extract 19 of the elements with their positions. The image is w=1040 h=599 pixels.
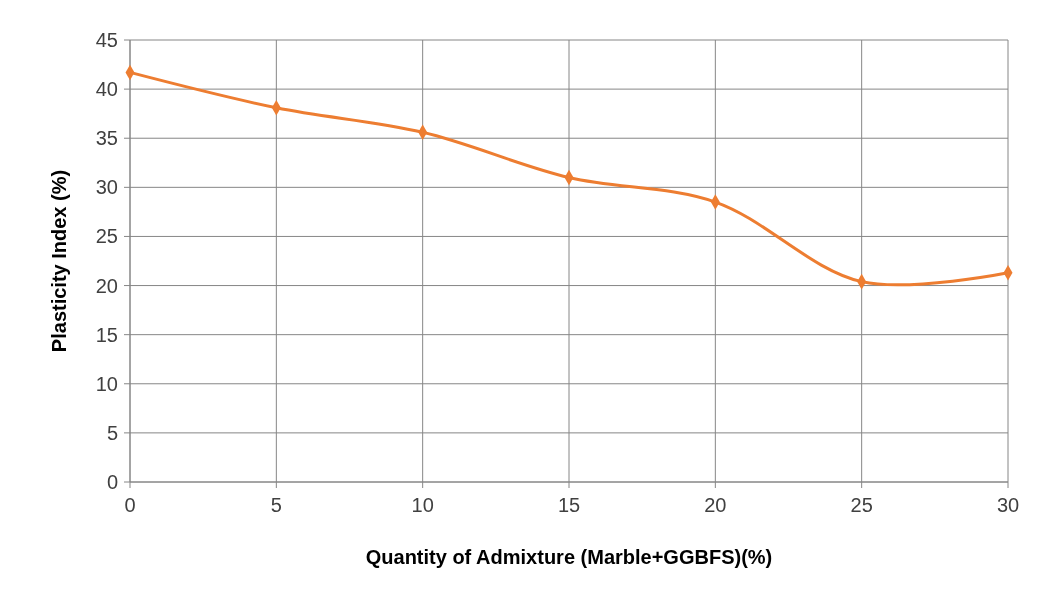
y-tick-label: 5	[106, 421, 118, 444]
y-tick-label: 10	[95, 372, 118, 395]
y-tick-label: 25	[95, 225, 118, 248]
y-tick-label: 35	[95, 127, 118, 150]
x-axis-title: Quantity of Admixture (Marble+GGBFS)(%)	[365, 546, 773, 568]
y-tick-label: 15	[95, 323, 118, 346]
x-tick-label: 15	[557, 494, 581, 516]
y-tick-label: 30	[95, 176, 118, 199]
y-tick-label: 0	[106, 471, 118, 493]
x-tick-label: 25	[850, 494, 873, 516]
x-tick-label: 20	[704, 494, 727, 516]
y-tick-label: 45	[95, 29, 118, 51]
x-tick-label: 5	[270, 494, 282, 516]
x-tick-label: 0	[124, 494, 136, 516]
y-tick-label: 20	[95, 274, 118, 297]
y-tick-label: 40	[95, 78, 118, 101]
x-tick-label: 30	[996, 494, 1020, 516]
y-axis-title: Plasticity Index (%)	[48, 169, 70, 353]
x-tick-label: 10	[411, 494, 434, 516]
